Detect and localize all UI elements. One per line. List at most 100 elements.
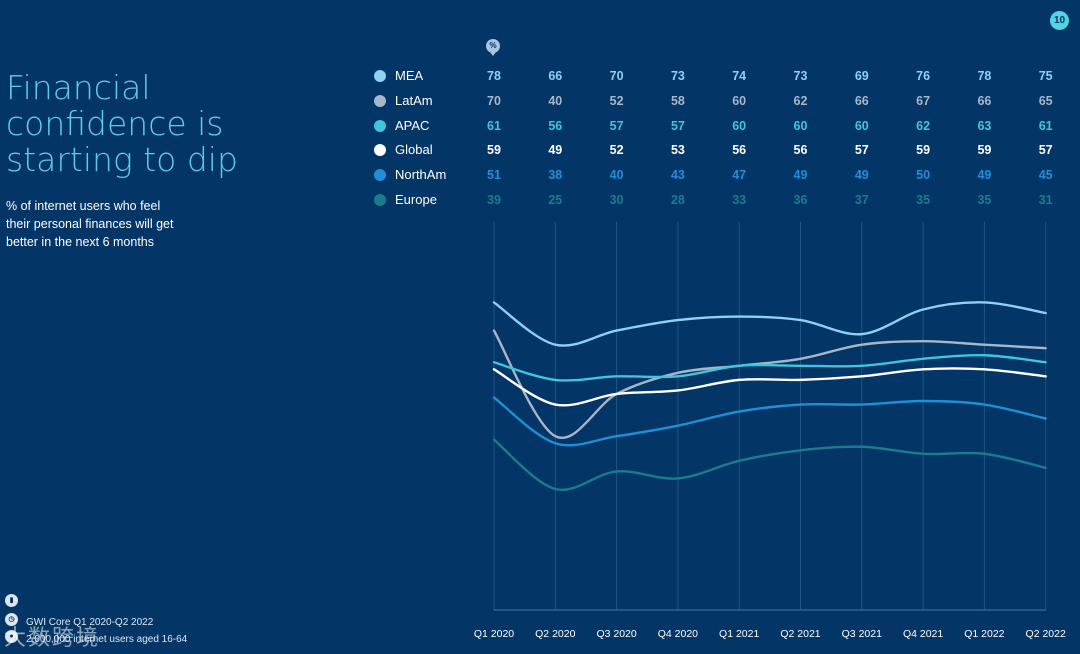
legend-label: LatAm [395,92,433,108]
title-line-1: Financial [6,68,151,107]
source-note: GWI Core Q1 2020-Q2 2022 2,000,000 inter… [26,614,187,648]
title-line-2: confidence is [6,104,224,143]
legend-dot-icon [374,119,386,132]
value-label-europe-3: 30 [609,193,624,207]
value-label-latam-1: 70 [487,93,501,108]
chart-series-lines [492,301,1047,492]
legend-label: Europe [395,192,437,207]
value-label-global-4: 53 [670,143,685,158]
legend-label: APAC [395,117,430,133]
value-label-mea-9: 78 [977,69,992,83]
subtitle-line-3: better in the next 6 months [6,235,155,249]
value-label-mea-2: 66 [548,69,563,83]
value-label-global-6: 56 [793,143,808,158]
x-tick-label: Q4 2021 [902,628,944,640]
value-label-northam-4: 43 [670,168,685,183]
value-label-latam-2: 40 [548,93,563,108]
value-label-northam-9: 49 [977,168,992,183]
value-label-apac-2: 56 [548,118,563,133]
legend-dot-icon [374,70,386,82]
x-tick-label: Q1 2021 [719,628,760,640]
value-label-northam-2: 38 [548,168,563,183]
value-label-mea-8: 76 [916,69,931,83]
x-tick-label: Q3 2021 [841,628,882,640]
series-line-apac [492,353,1047,382]
value-label-global-5: 56 [732,143,747,158]
value-label-global-8: 59 [916,143,931,158]
series-line-mea [492,301,1047,347]
value-label-apac-9: 63 [977,118,992,133]
value-label-europe-6: 36 [793,193,808,207]
page-title: Financial confidence is starting to dip [6,70,336,178]
value-label-mea-7: 69 [854,69,869,83]
legend-dot-icon [374,169,386,182]
value-label-mea-10: 75 [1038,69,1053,83]
series-line-northam [492,396,1047,447]
value-label-latam-7: 66 [854,93,869,108]
value-label-northam-3: 40 [609,168,624,183]
value-label-global-2: 49 [548,143,563,158]
value-label-latam-4: 58 [670,93,685,108]
value-label-latam-10: 65 [1038,93,1053,108]
series-line-latam [492,329,1047,440]
value-label-apac-4: 57 [670,118,685,133]
value-label-apac-8: 62 [916,118,931,133]
x-tick-label: Q2 2022 [1025,628,1066,640]
value-label-northam-8: 50 [916,168,931,183]
value-label-mea-6: 73 [793,69,808,83]
value-label-mea-4: 73 [670,69,685,83]
value-label-northam-7: 49 [854,168,869,183]
subtitle-line-1: % of internet users who feel [6,199,161,213]
legend-label: Global [395,142,433,158]
value-label-latam-6: 62 [793,93,808,108]
value-label-northam-6: 49 [793,168,808,183]
source-line-1: GWI Core Q1 2020-Q2 2022 [26,617,154,628]
value-label-europe-9: 35 [977,193,992,207]
series-line-global [492,367,1047,407]
value-label-europe-8: 35 [916,193,931,207]
value-label-global-10: 57 [1038,143,1053,158]
percent-icon: % [486,39,500,56]
x-tick-label: Q2 2020 [535,628,576,640]
value-label-northam-10: 45 [1038,168,1053,183]
x-tick-label: Q2 2021 [780,628,821,640]
x-tick-label: Q4 2020 [657,628,699,640]
x-tick-label: Q1 2020 [473,628,515,640]
value-label-latam-8: 67 [916,93,931,108]
value-label-global-7: 57 [854,143,869,158]
legend-dot-icon [374,194,386,206]
value-label-apac-7: 60 [854,118,869,133]
legend-dot-icon [374,94,386,107]
x-tick-label: Q1 2022 [964,628,1005,640]
value-label-apac-6: 60 [793,118,808,133]
value-label-northam-5: 47 [732,168,747,183]
page-number-badge: 10 [1050,11,1069,30]
value-label-latam-3: 52 [609,93,624,108]
legend-label: MEA [395,68,424,83]
value-label-mea-5: 74 [732,69,747,83]
value-label-latam-5: 60 [732,93,747,108]
value-label-apac-3: 57 [609,118,624,133]
value-label-apac-1: 61 [487,118,501,133]
source-line-2: 2,000,000 internet users aged 16-64 [26,634,188,645]
users-icon: ● [5,630,18,643]
series-line-europe [492,438,1047,492]
legend-dot-icon [374,144,386,157]
value-label-northam-1: 51 [487,168,501,183]
value-label-europe-2: 25 [548,193,563,207]
value-label-global-3: 52 [609,143,624,158]
value-label-europe-4: 28 [670,193,685,207]
watermark-logo: 大数跨境 [4,626,101,651]
bar-chart-icon: ▮ [5,594,18,607]
value-label-latam-9: 66 [977,93,992,108]
value-label-europe-5: 33 [732,193,747,207]
value-label-global-1: 59 [487,143,501,158]
value-label-europe-7: 37 [854,193,869,207]
value-label-europe-10: 31 [1038,193,1053,207]
x-tick-label: Q3 2020 [596,628,637,640]
legend-label: NorthAm [395,167,447,183]
subtitle-line-2: their personal finances will get [6,217,174,231]
value-label-europe-1: 39 [487,193,501,207]
title-line-3: starting to dip [6,140,238,179]
